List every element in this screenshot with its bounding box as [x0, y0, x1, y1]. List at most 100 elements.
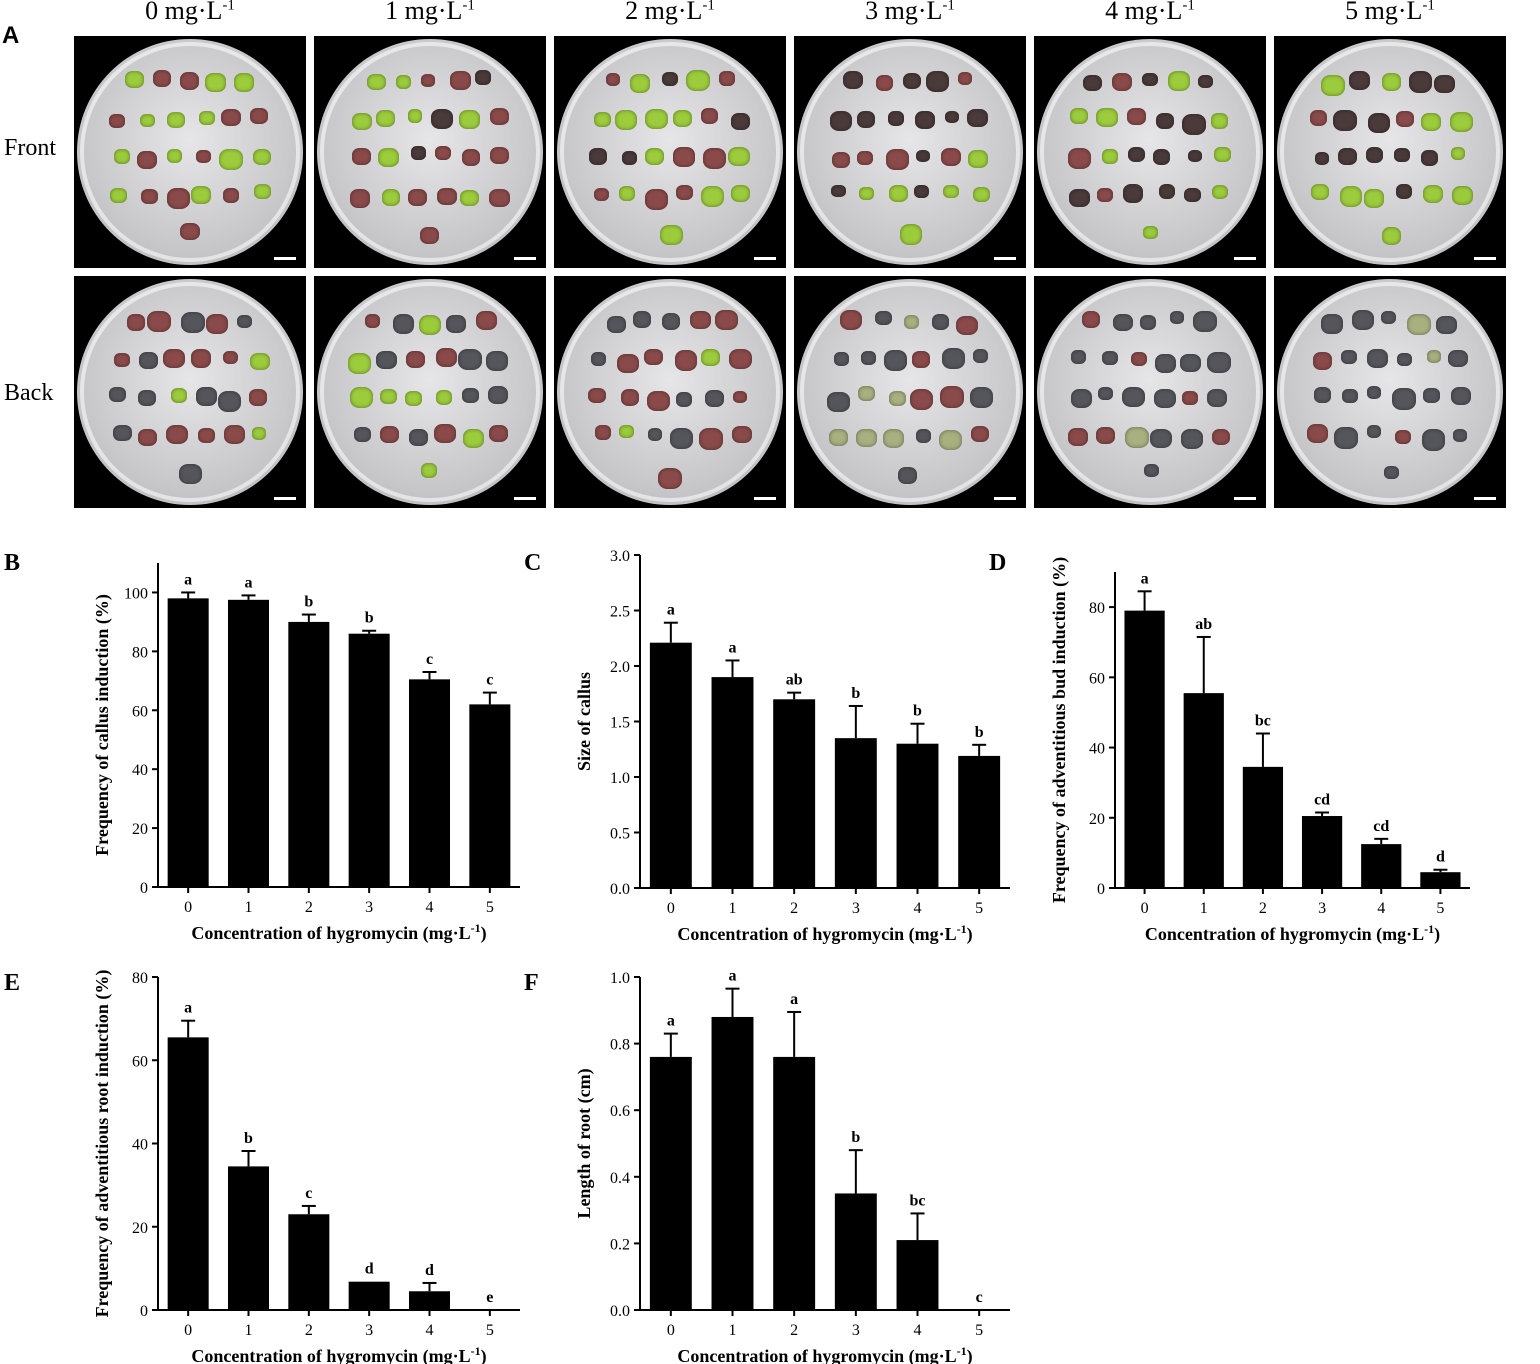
explant: [1142, 72, 1158, 87]
x-tick-label: 5: [975, 1322, 983, 1339]
explant: [1450, 386, 1471, 405]
explant: [1156, 112, 1175, 130]
explant: [839, 310, 863, 331]
explant: [662, 71, 679, 87]
x-tick-label: 0: [667, 1322, 675, 1339]
petri-dish-rim: [320, 42, 540, 262]
explant: [233, 73, 255, 92]
petri-dish-rim: [560, 282, 780, 502]
bar: [711, 1016, 754, 1310]
explant: [141, 189, 158, 205]
explant: [1392, 388, 1416, 410]
petri-dish-photo-front-3: [794, 36, 1026, 268]
explant: [198, 427, 215, 443]
bar: [408, 1291, 451, 1310]
column-header-5: 5 mg·L-1: [1345, 0, 1435, 25]
petri-dish-photo-back-5: [1274, 276, 1506, 508]
explant: [380, 389, 398, 405]
explant: [620, 389, 640, 407]
petri-dish-photo-front-4: [1034, 36, 1266, 268]
bar: [348, 1281, 390, 1310]
explant: [191, 185, 211, 204]
explant: [1450, 112, 1473, 133]
explant: [700, 108, 718, 124]
explant: [409, 429, 429, 447]
explant: [915, 149, 930, 163]
explant: [489, 146, 510, 165]
explant: [605, 72, 621, 86]
explant: [590, 352, 607, 366]
panel-label: C: [524, 550, 541, 576]
explant: [407, 188, 427, 206]
explant: [110, 188, 127, 204]
explant: [250, 108, 268, 125]
explant: [407, 109, 423, 123]
explant: [195, 387, 217, 406]
explant: [236, 314, 252, 329]
explant: [1306, 424, 1329, 444]
explant: [1097, 188, 1113, 203]
explant: [1098, 387, 1114, 401]
explant: [915, 110, 935, 129]
explant: [593, 111, 611, 127]
x-tick-label: 2: [305, 1322, 313, 1339]
explant: [898, 467, 918, 485]
explant: [166, 424, 189, 445]
explant: [1169, 310, 1185, 324]
explant: [181, 311, 205, 333]
explant: [1313, 387, 1332, 403]
explant: [430, 108, 453, 129]
scale-bar: [994, 497, 1016, 500]
bar: [288, 621, 330, 887]
petri-dish-photo-back-3: [794, 276, 1026, 508]
explant: [347, 352, 372, 374]
explant: [410, 146, 426, 160]
explant: [437, 187, 457, 206]
y-tick-label: 100: [124, 585, 148, 602]
explant: [1071, 388, 1093, 408]
explant: [1422, 185, 1444, 204]
explant: [1211, 184, 1229, 200]
explant: [420, 227, 440, 245]
x-tick-label: 5: [1436, 900, 1444, 917]
chart-svg: D 0 20 40 60 80 0 a 1 ab 2 bc 3 cd 4 cd 5 d Concentration …: [989, 550, 1470, 945]
explant: [1192, 310, 1217, 332]
explant: [914, 184, 930, 199]
explant: [1436, 315, 1457, 335]
column-header-4: 4 mg·L-1: [1105, 0, 1195, 25]
chart-svg: B 0 20 40 60 80 100 0 a 1 a 2 b 3 b 4 c 5 c Concentration o…: [4, 550, 520, 944]
y-axis-label: Frequency of adventitious bud induction …: [1049, 557, 1070, 903]
explant: [376, 350, 397, 369]
explant: [252, 148, 272, 166]
bar: [1361, 844, 1402, 888]
explant: [686, 70, 710, 92]
explant: [1380, 310, 1396, 325]
explant: [886, 149, 909, 170]
explant: [1096, 108, 1118, 128]
explant: [1367, 386, 1382, 399]
y-tick-label: 0.8: [610, 1037, 630, 1054]
explant: [1340, 349, 1357, 364]
explant: [490, 108, 509, 125]
explant: [942, 348, 966, 370]
explant: [621, 151, 637, 165]
explant: [217, 390, 242, 413]
y-tick-label: 80: [1089, 600, 1105, 617]
explant: [617, 353, 639, 373]
chart-e-root-induction: E 0 20 40 60 80 0 a 1 b 2 c 3 d 4 d 5 e Concentration of h…: [0, 965, 520, 1364]
explant: [1181, 429, 1204, 450]
y-tick-label: 60: [132, 703, 148, 720]
petri-dish-rim: [1040, 42, 1260, 262]
explant: [462, 429, 484, 449]
explant: [657, 467, 682, 490]
explant: [1128, 146, 1146, 163]
explant: [1382, 73, 1402, 91]
explant: [831, 151, 851, 169]
x-tick-label: 2: [790, 900, 798, 917]
explant: [967, 150, 988, 169]
explant: [1069, 108, 1088, 125]
panel-label-a: A: [2, 22, 20, 49]
explant: [1367, 348, 1389, 368]
x-tick-label: 2: [1259, 900, 1267, 917]
explant: [882, 428, 905, 448]
